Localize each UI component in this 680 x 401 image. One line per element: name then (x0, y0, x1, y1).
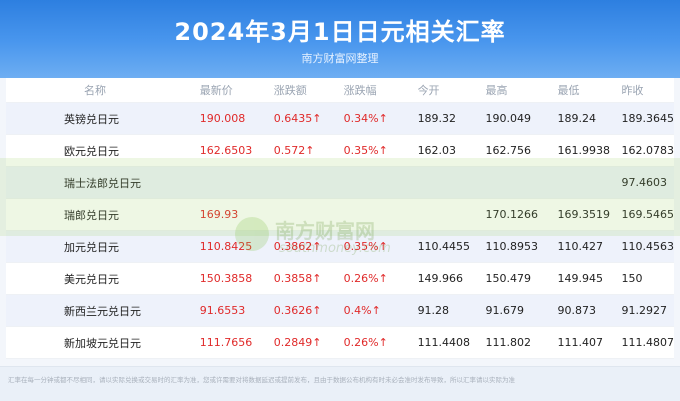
cell-low: 189.24 (557, 102, 622, 135)
cell-price: 150.3858 (199, 262, 274, 295)
column-header-high: 最高 (485, 78, 558, 103)
cell-change: 0.3626↑ (273, 294, 344, 327)
cell-name: 英镑兑日元 (6, 102, 200, 135)
cell-price: 111.7656 (199, 326, 274, 359)
cell-prev-close: 162.0783 (621, 134, 674, 167)
table-row: 美元兑日元 150.3858 0.3858↑ 0.26%↑ 149.966 15… (6, 262, 674, 295)
cell-name: 新加坡元兑日元 (6, 326, 200, 359)
cell-low: 149.945 (557, 262, 622, 295)
cell-price: 110.8425 (199, 230, 274, 263)
page-subtitle: 南方财富网整理 (301, 52, 379, 65)
cell-price: 190.008 (199, 102, 274, 135)
cell-name: 瑞郎兑日元 (6, 198, 200, 231)
cell-prev-close: 97.4603 (621, 166, 674, 199)
column-header-prev-close: 昨收 (621, 78, 674, 103)
cell-price: 169.93 (199, 198, 274, 231)
table-row: 新西兰元兑日元 91.6553 0.3626↑ 0.4%↑ 91.28 91.6… (6, 294, 674, 327)
column-header-low: 最低 (557, 78, 622, 103)
cell-change-pct: 0.26%↑ (343, 262, 418, 295)
cell-open: 110.4455 (417, 230, 486, 263)
cell-open (417, 166, 486, 199)
cell-name: 欧元兑日元 (6, 134, 200, 167)
cell-open: 91.28 (417, 294, 486, 327)
cell-change-pct: 0.26%↑ (343, 326, 418, 359)
cell-prev-close: 110.4563 (621, 230, 674, 263)
cell-change (273, 166, 344, 199)
column-header-name: 名称 (6, 78, 200, 103)
rates-table-card: 名称 最新价 涨跌额 涨跌幅 今开 最高 最低 昨收 英镑兑日元 190.008… (6, 78, 674, 359)
cell-low: 169.3519 (557, 198, 622, 231)
cell-change: 0.3862↑ (273, 230, 344, 263)
table-header-row: 名称 最新价 涨跌额 涨跌幅 今开 最高 最低 昨收 (6, 78, 674, 103)
column-header-change: 涨跌额 (273, 78, 344, 103)
cell-low: 111.407 (557, 326, 622, 359)
cell-change-pct: 0.34%↑ (343, 102, 418, 135)
cell-change: 0.6435↑ (273, 102, 344, 135)
cell-low (557, 166, 622, 199)
table-row: 瑞郎兑日元 169.93 170.1266 169.3519 169.5465 (6, 198, 674, 231)
cell-low: 161.9938 (557, 134, 622, 167)
cell-price (199, 166, 274, 199)
cell-low: 110.427 (557, 230, 622, 263)
cell-open: 189.32 (417, 102, 486, 135)
table-row: 欧元兑日元 162.6503 0.572↑ 0.35%↑ 162.03 162.… (6, 134, 674, 167)
cell-change: 0.572↑ (273, 134, 344, 167)
column-header-open: 今开 (417, 78, 486, 103)
cell-high: 150.479 (485, 262, 558, 295)
cell-prev-close: 169.5465 (621, 198, 674, 231)
cell-high: 110.8953 (485, 230, 558, 263)
cell-name: 美元兑日元 (6, 262, 200, 295)
cell-change-pct: 0.35%↑ (343, 134, 418, 167)
cell-high: 111.802 (485, 326, 558, 359)
table-row: 新加坡元兑日元 111.7656 0.2849↑ 0.26%↑ 111.4408… (6, 326, 674, 359)
table-row: 英镑兑日元 190.008 0.6435↑ 0.34%↑ 189.32 190.… (6, 102, 674, 135)
cell-change: 0.3858↑ (273, 262, 344, 295)
cell-open: 162.03 (417, 134, 486, 167)
cell-high: 170.1266 (485, 198, 558, 231)
table-row: 加元兑日元 110.8425 0.3862↑ 0.35%↑ 110.4455 1… (6, 230, 674, 263)
cell-change-pct (343, 166, 418, 199)
cell-high: 91.679 (485, 294, 558, 327)
footer: 汇率在每一分钟或都不尽相同，请以实际兑换或交易时的汇率为准，您或许需要对将数据延… (0, 366, 680, 401)
cell-change-pct: 0.4%↑ (343, 294, 418, 327)
column-header-change-pct: 涨跌幅 (343, 78, 418, 103)
cell-prev-close: 150 (621, 262, 674, 295)
cell-name: 加元兑日元 (6, 230, 200, 263)
column-header-price: 最新价 (199, 78, 274, 103)
cell-change-pct (343, 198, 418, 231)
cell-change-pct: 0.35%↑ (343, 230, 418, 263)
cell-high: 162.756 (485, 134, 558, 167)
footer-disclaimer: 汇率在每一分钟或都不尽相同，请以实际兑换或交易时的汇率为准，您或许需要对将数据延… (8, 376, 515, 384)
cell-price: 91.6553 (199, 294, 274, 327)
cell-change: 0.2849↑ (273, 326, 344, 359)
cell-name: 新西兰元兑日元 (6, 294, 200, 327)
cell-name: 瑞士法郎兑日元 (6, 166, 200, 199)
rates-table: 名称 最新价 涨跌额 涨跌幅 今开 最高 最低 昨收 英镑兑日元 190.008… (6, 78, 674, 359)
cell-prev-close: 111.4807 (621, 326, 674, 359)
cell-open: 111.4408 (417, 326, 486, 359)
cell-high: 190.049 (485, 102, 558, 135)
cell-prev-close: 189.3645 (621, 102, 674, 135)
page-title: 2024年3月1日日元相关汇率 (174, 18, 506, 46)
cell-change (273, 198, 344, 231)
cell-low: 90.873 (557, 294, 622, 327)
cell-open: 149.966 (417, 262, 486, 295)
header-banner: 2024年3月1日日元相关汇率 南方财富网整理 (0, 0, 680, 78)
cell-price: 162.6503 (199, 134, 274, 167)
cell-open (417, 198, 486, 231)
cell-prev-close: 91.2927 (621, 294, 674, 327)
cell-high (485, 166, 558, 199)
table-row: 瑞士法郎兑日元 97.4603 (6, 166, 674, 199)
